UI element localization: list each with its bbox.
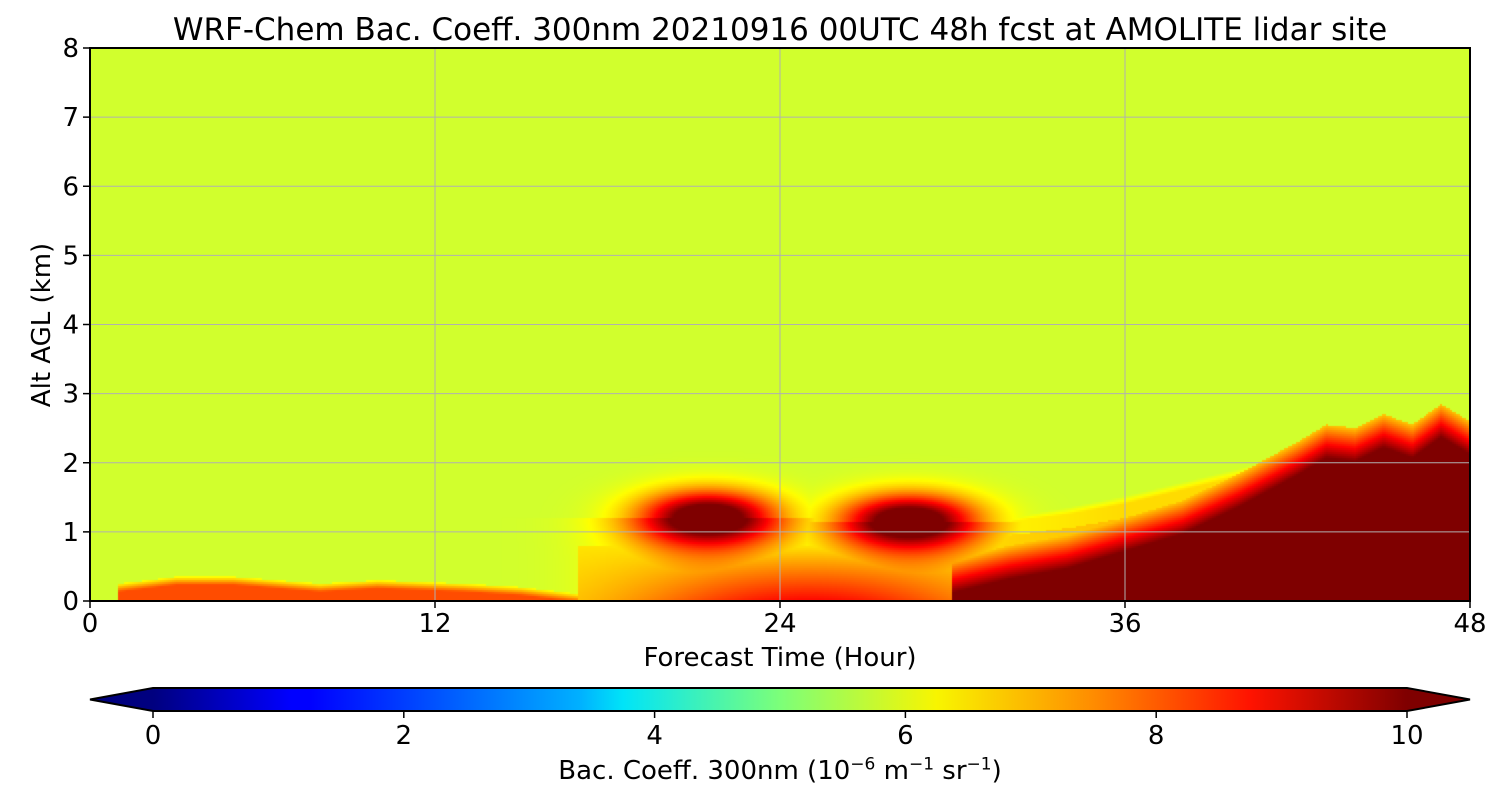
x-axis: 0 12 24 36 48 <box>82 601 1487 639</box>
colorbar-tick-label: 8 <box>1148 721 1165 751</box>
x-tick-label: 36 <box>1108 609 1141 639</box>
x-tick-label: 48 <box>1453 609 1486 639</box>
colorbar-extend-min <box>90 688 153 711</box>
chart-title: WRF-Chem Bac. Coeff. 300nm 20210916 00UT… <box>173 12 1387 48</box>
y-axis: 0 1 2 3 4 5 6 7 8 <box>62 34 90 617</box>
y-tick-label: 5 <box>62 241 79 271</box>
y-tick-label: 0 <box>62 587 79 617</box>
plot-frame <box>89 47 1471 602</box>
colorbar-tick-label: 0 <box>145 721 162 751</box>
x-tick-label: 12 <box>418 609 451 639</box>
colorbar-tick-label: 6 <box>897 721 914 751</box>
y-tick-label: 1 <box>62 518 79 548</box>
y-tick-label: 3 <box>62 380 79 410</box>
colorbar-extend-max <box>1407 688 1470 711</box>
y-axis-label: Alt AGL (km) <box>27 243 57 407</box>
colorbar-ticks: 0 2 4 6 8 10 <box>145 711 1424 751</box>
y-tick-label: 4 <box>62 311 79 341</box>
colorbar-tick-label: 4 <box>646 721 663 751</box>
x-axis-label: Forecast Time (Hour) <box>643 643 916 673</box>
colorbar-label: Bac. Coeff. 300nm (10−6 m−1 sr−1) <box>558 754 1002 786</box>
colorbar-tick-label: 2 <box>396 721 413 751</box>
x-tick-label: 0 <box>82 609 99 639</box>
y-tick-label: 2 <box>62 449 79 479</box>
y-tick-label: 8 <box>62 34 79 64</box>
colorbar-tick-label: 10 <box>1390 721 1423 751</box>
y-tick-label: 7 <box>62 103 79 133</box>
colorbar: 0 2 4 6 8 10 <box>89 687 1471 751</box>
y-tick-label: 6 <box>62 172 79 202</box>
x-tick-label: 24 <box>763 609 796 639</box>
colorbar-gradient <box>153 688 1407 711</box>
